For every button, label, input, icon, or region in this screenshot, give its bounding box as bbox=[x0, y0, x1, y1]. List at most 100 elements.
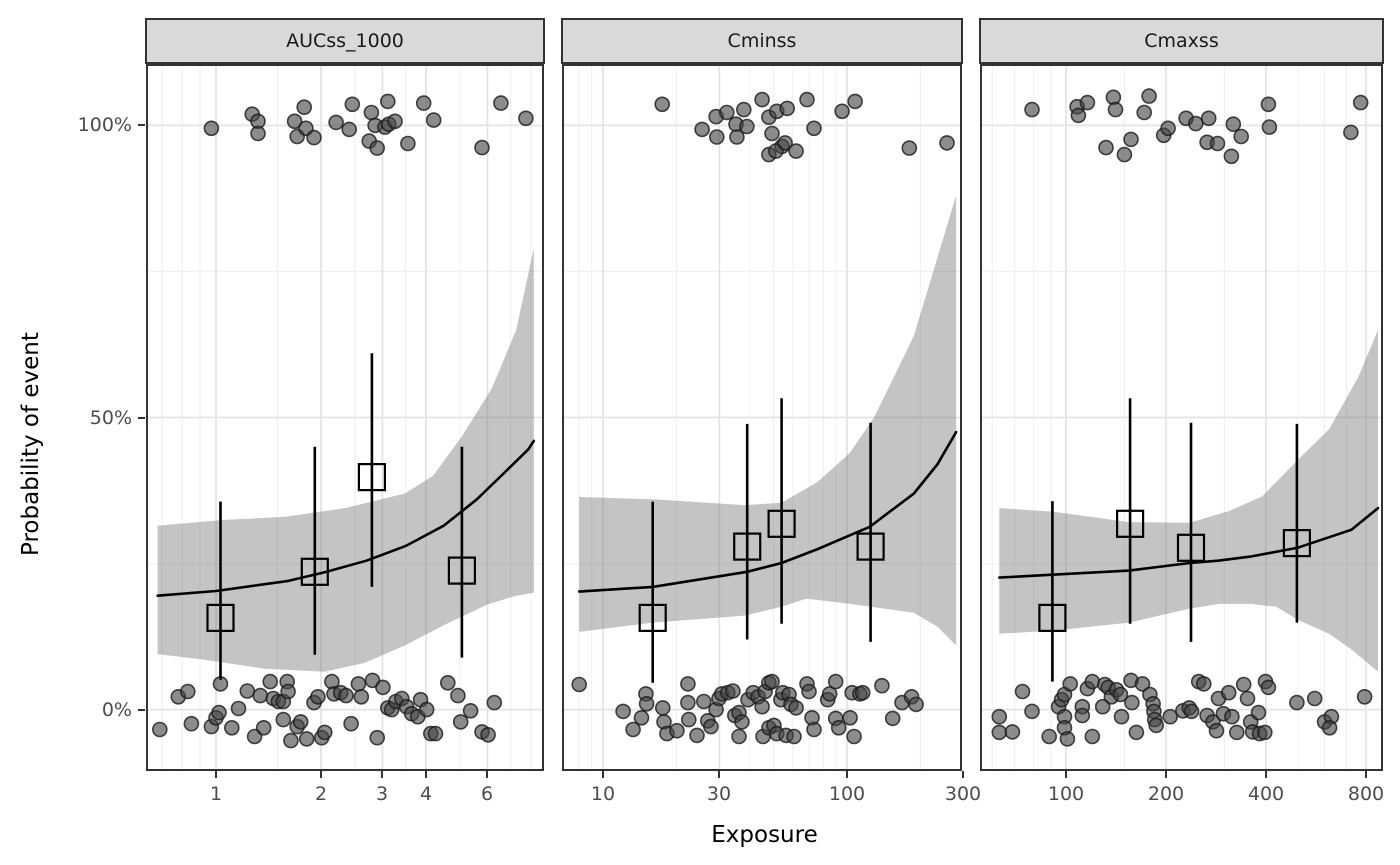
jitter-point bbox=[1134, 676, 1151, 692]
jitter-point bbox=[1113, 708, 1130, 725]
jitter-point bbox=[654, 96, 670, 113]
jitter-point bbox=[680, 676, 696, 692]
jitter-point bbox=[1225, 116, 1242, 133]
jitter-point bbox=[1004, 724, 1021, 740]
x-tick-label: 10 bbox=[590, 783, 616, 805]
jitter-point bbox=[1196, 676, 1212, 692]
facet-strip-label: Cmaxss bbox=[1144, 30, 1219, 52]
jitter-point bbox=[1124, 694, 1140, 711]
x-tick-mark bbox=[962, 771, 964, 778]
jitter-point bbox=[224, 719, 240, 736]
jitter-point bbox=[1041, 728, 1057, 745]
jitter-point bbox=[341, 121, 357, 138]
jitter-point bbox=[1200, 110, 1217, 127]
jitter-point bbox=[788, 700, 804, 716]
jitter-point bbox=[806, 721, 822, 738]
y-tick-label: 0% bbox=[101, 699, 132, 721]
jitter-point bbox=[230, 700, 247, 717]
jitter-point bbox=[615, 703, 631, 720]
jitter-point bbox=[292, 714, 309, 730]
y-tick-label: 50% bbox=[89, 407, 132, 429]
jitter-point bbox=[703, 718, 719, 735]
x-tick-mark bbox=[425, 771, 427, 778]
panel-border bbox=[146, 64, 544, 771]
jitter-point bbox=[1228, 724, 1245, 741]
bin-proportion-square bbox=[447, 556, 476, 585]
jitter-point bbox=[1306, 690, 1323, 707]
jitter-point bbox=[255, 719, 272, 736]
jitter-point bbox=[462, 702, 479, 719]
jitter-point bbox=[786, 728, 802, 745]
jitter-point bbox=[380, 93, 396, 110]
jitter-point bbox=[415, 95, 432, 111]
jitter-point bbox=[1148, 717, 1164, 734]
jitter-point bbox=[821, 686, 838, 702]
jitter-point bbox=[493, 95, 509, 111]
jitter-point bbox=[788, 143, 804, 159]
x-tick-mark bbox=[846, 771, 848, 778]
jitter-point bbox=[387, 113, 403, 130]
jitter-point bbox=[991, 724, 1008, 741]
jitter-point bbox=[827, 673, 844, 690]
jitter-point bbox=[427, 725, 444, 742]
jitter-point bbox=[474, 139, 490, 156]
bin-proportion-square bbox=[1116, 509, 1145, 538]
jitter-point bbox=[439, 674, 456, 691]
facet-strip: Cminss bbox=[561, 18, 963, 64]
x-tick-mark bbox=[381, 771, 383, 778]
jitter-point bbox=[310, 688, 326, 705]
jitter-point bbox=[779, 100, 795, 117]
jitter-point bbox=[1084, 728, 1101, 745]
bin-proportion-square bbox=[1038, 603, 1067, 633]
jitter-point bbox=[842, 709, 858, 726]
jitter-point bbox=[369, 729, 385, 746]
jitter-point bbox=[830, 719, 847, 736]
jitter-point bbox=[1356, 688, 1373, 705]
bin-proportion-square bbox=[300, 557, 329, 586]
y-tick-mark bbox=[138, 124, 145, 126]
facet-panel-svg bbox=[146, 64, 544, 771]
jitter-point bbox=[239, 683, 256, 699]
jitter-point bbox=[1235, 676, 1252, 693]
jitter-point bbox=[633, 709, 650, 726]
jitter-point bbox=[1136, 104, 1152, 121]
x-tick-mark bbox=[718, 771, 720, 778]
x-tick-label: 1 bbox=[209, 783, 223, 805]
jitter-point bbox=[806, 120, 822, 137]
jitter-point bbox=[296, 99, 312, 116]
jitter-point bbox=[1116, 146, 1133, 163]
jitter-point bbox=[1256, 724, 1273, 741]
jitter-point bbox=[316, 724, 333, 741]
x-tick-label: 4 bbox=[419, 783, 433, 805]
jitter-point bbox=[681, 711, 697, 728]
jitter-point bbox=[1062, 676, 1078, 692]
jitter-point bbox=[1289, 694, 1305, 711]
jitter-point bbox=[754, 91, 770, 108]
jitter-point bbox=[369, 140, 385, 156]
jitter-point bbox=[1094, 698, 1111, 715]
jitter-point bbox=[834, 103, 850, 120]
bin-proportion-square bbox=[1176, 533, 1206, 562]
bin-proportion-square bbox=[733, 532, 762, 561]
y-axis-title: Probability of event bbox=[18, 331, 44, 556]
facet-strip: AUCss_1000 bbox=[145, 18, 545, 64]
jitter-point bbox=[571, 676, 588, 693]
bin-proportion-square bbox=[206, 603, 235, 633]
jitter-point bbox=[799, 91, 815, 108]
jitter-point bbox=[689, 727, 705, 744]
panel-border bbox=[562, 64, 962, 771]
x-tick-label: 100 bbox=[828, 783, 866, 805]
jitter-point bbox=[1223, 148, 1240, 165]
jitter-point bbox=[694, 121, 710, 138]
jitter-point bbox=[1024, 101, 1040, 118]
jitter-point bbox=[669, 722, 685, 739]
x-tick-mark bbox=[215, 771, 217, 778]
jitter-point bbox=[283, 732, 299, 749]
x-tick-label: 3 bbox=[375, 783, 389, 805]
x-tick-label: 100 bbox=[1047, 783, 1085, 805]
jitter-point bbox=[1260, 679, 1277, 696]
jitter-point bbox=[400, 135, 416, 152]
jitter-point bbox=[680, 694, 696, 711]
jitter-point bbox=[262, 673, 278, 690]
jitter-point bbox=[452, 714, 469, 730]
